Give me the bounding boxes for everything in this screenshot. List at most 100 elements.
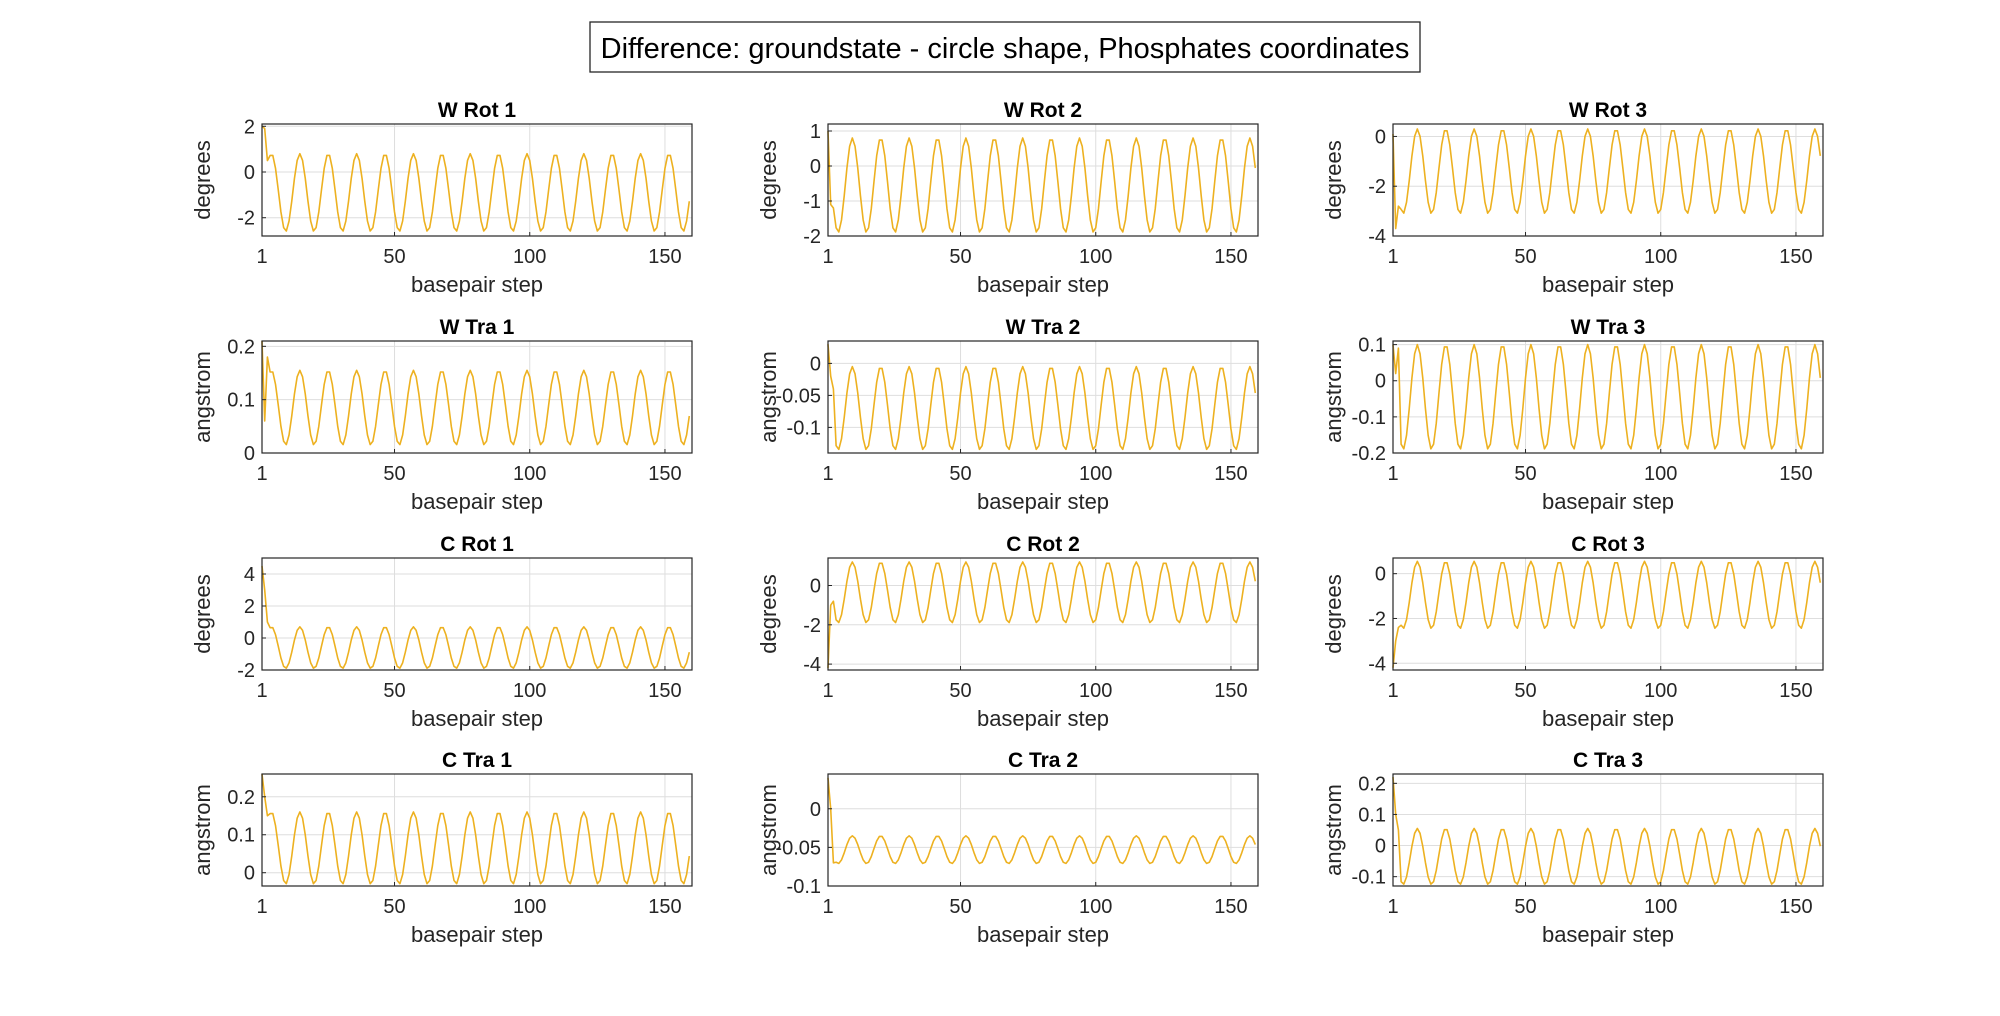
series-line xyxy=(827,777,1257,865)
y-tick-label: 0 xyxy=(1375,126,1386,148)
x-tick-label: 100 xyxy=(1079,680,1112,702)
y-tick-label: 2 xyxy=(244,596,255,618)
axes-box xyxy=(827,340,1259,454)
y-tick-label: 0 xyxy=(810,576,821,598)
x-axis-label: basepair step xyxy=(411,489,543,514)
y-tick-label: -2 xyxy=(803,226,821,248)
axes-box xyxy=(827,123,1259,237)
subplot-title: C Tra 1 xyxy=(442,749,512,772)
y-tick-label: -2 xyxy=(803,615,821,637)
y-tick-label: 0.1 xyxy=(227,390,255,412)
y-tick-label: -4 xyxy=(1368,653,1386,675)
x-tick-label: 150 xyxy=(1779,246,1812,268)
y-tick-label: 2 xyxy=(244,116,255,138)
x-tick-label: 100 xyxy=(1079,896,1112,918)
axes-box xyxy=(261,340,693,454)
x-axis-label: basepair step xyxy=(1542,922,1674,947)
plot-area xyxy=(262,558,692,670)
series-line xyxy=(261,565,691,669)
x-axis-label: basepair step xyxy=(977,706,1109,731)
y-tick-label: 0 xyxy=(244,863,255,885)
x-axis-label: basepair step xyxy=(1542,706,1674,731)
axes-box xyxy=(1392,340,1824,454)
x-tick-label: 100 xyxy=(1079,463,1112,485)
y-tick-label: -2 xyxy=(1368,176,1386,198)
x-tick-label: 50 xyxy=(1514,246,1536,268)
x-tick-label: 150 xyxy=(648,896,681,918)
y-tick-label: -0.05 xyxy=(775,837,821,859)
plot-area xyxy=(828,558,1258,670)
series-line xyxy=(827,130,1257,233)
plot-area xyxy=(828,774,1258,886)
y-tick-label: 0 xyxy=(244,443,255,465)
y-axis-label: degrees xyxy=(190,574,215,654)
y-tick-label: -4 xyxy=(1368,226,1386,248)
x-tick-label: 1 xyxy=(822,896,833,918)
x-tick-label: 100 xyxy=(513,680,546,702)
y-tick-label: 0 xyxy=(1375,371,1386,393)
y-axis-label: angstrom xyxy=(190,351,215,443)
suptitle-box xyxy=(589,21,1421,73)
x-tick-label: 50 xyxy=(949,680,971,702)
x-tick-label: 100 xyxy=(513,896,546,918)
series-line xyxy=(827,561,1257,669)
y-axis-label: angstrom xyxy=(756,351,781,443)
y-axis-label: degrees xyxy=(756,140,781,220)
y-tick-label: -0.1 xyxy=(787,876,821,898)
series-line xyxy=(261,340,691,446)
plot-area xyxy=(262,341,692,453)
y-tick-label: -2 xyxy=(237,208,255,230)
y-tick-label: -0.2 xyxy=(1352,443,1386,465)
x-tick-label: 100 xyxy=(513,246,546,268)
y-tick-label: 1 xyxy=(810,121,821,143)
subplot-title: C Tra 2 xyxy=(1008,749,1078,772)
x-tick-label: 50 xyxy=(1514,680,1536,702)
y-tick-label: 0.1 xyxy=(227,825,255,847)
plot-area xyxy=(1393,558,1823,670)
y-tick-label: 0 xyxy=(810,156,821,178)
axes-box xyxy=(261,123,693,237)
series-line xyxy=(261,773,691,885)
plot-area xyxy=(262,124,692,236)
series-line xyxy=(1392,343,1822,450)
y-tick-label: -0.05 xyxy=(775,385,821,407)
series-line xyxy=(1392,128,1822,230)
x-tick-label: 50 xyxy=(383,896,405,918)
y-tick-label: -0.1 xyxy=(1352,867,1386,889)
y-axis-label: degrees xyxy=(756,574,781,654)
x-tick-label: 150 xyxy=(1779,896,1812,918)
y-axis-label: angstrom xyxy=(756,784,781,876)
x-tick-label: 150 xyxy=(648,680,681,702)
y-axis-label: degrees xyxy=(1321,574,1346,654)
y-tick-label: 4 xyxy=(244,564,255,586)
x-tick-label: 50 xyxy=(949,896,971,918)
axes-box xyxy=(1392,557,1824,671)
series-line xyxy=(827,344,1257,451)
x-tick-label: 1 xyxy=(256,680,267,702)
x-tick-label: 150 xyxy=(648,463,681,485)
y-tick-label: -1 xyxy=(803,191,821,213)
subplot-title: W Rot 2 xyxy=(1004,99,1082,122)
y-tick-label: -0.1 xyxy=(1352,407,1386,429)
y-axis-label: angstrom xyxy=(1321,351,1346,443)
subplot-title: W Tra 2 xyxy=(1006,316,1081,339)
x-tick-label: 100 xyxy=(1644,246,1677,268)
axes-box xyxy=(827,557,1259,671)
x-tick-label: 1 xyxy=(822,463,833,485)
x-tick-label: 100 xyxy=(1644,680,1677,702)
y-axis-label: angstrom xyxy=(1321,784,1346,876)
series-line xyxy=(1392,777,1822,885)
x-tick-label: 100 xyxy=(1644,896,1677,918)
subplot-title: W Tra 3 xyxy=(1571,316,1646,339)
y-tick-label: 0 xyxy=(810,353,821,375)
plot-area xyxy=(262,774,692,886)
